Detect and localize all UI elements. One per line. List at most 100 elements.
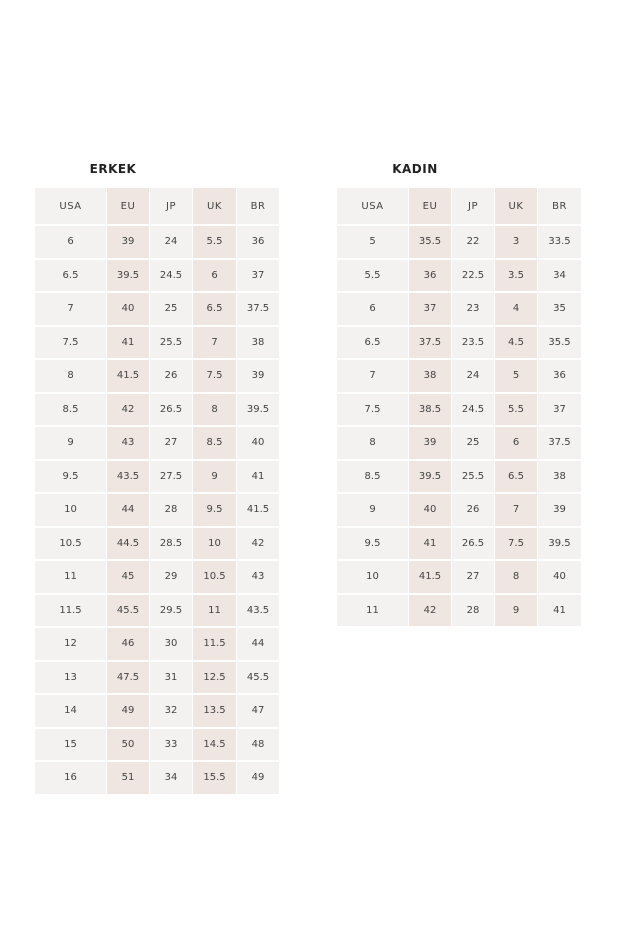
table-row: 10 41.5 27 8 40 xyxy=(337,561,581,593)
size-cell-uk: 8.5 xyxy=(193,427,236,459)
men-size-table: USA EU JP UK BR 6 39 24 5.5 36 6.5 39.5 24.5 6 37 7 40 25… xyxy=(34,186,280,796)
size-cell-uk: 12.5 xyxy=(193,661,236,693)
size-cell-uk: 6.5 xyxy=(495,460,537,492)
size-cell-br: 48 xyxy=(237,728,279,760)
header-row: USA EU JP UK BR xyxy=(337,188,581,224)
size-cell-uk: 6.5 xyxy=(193,293,236,325)
size-cell-eu: 37.5 xyxy=(409,326,451,358)
size-cell-br: 34 xyxy=(538,259,581,291)
size-cell-jp: 22 xyxy=(452,226,494,258)
size-cell-jp: 26 xyxy=(150,360,192,392)
size-cell-uk: 13.5 xyxy=(193,695,236,727)
size-cell-usa: 8 xyxy=(35,360,106,392)
size-cell-uk: 6 xyxy=(193,259,236,291)
size-cell-jp: 27 xyxy=(150,427,192,459)
size-cell-usa: 11.5 xyxy=(35,594,106,626)
table-row: 5 35.5 22 3 33.5 xyxy=(337,226,581,258)
size-cell-usa: 10.5 xyxy=(35,527,106,559)
size-cell-jp: 26.5 xyxy=(452,527,494,559)
size-cell-eu: 40 xyxy=(107,293,149,325)
size-cell-jp: 29 xyxy=(150,561,192,593)
size-cell-br: 40 xyxy=(538,561,581,593)
size-cell-uk: 7 xyxy=(193,326,236,358)
size-cell-eu: 41 xyxy=(409,527,451,559)
column-header-jp: JP xyxy=(150,188,192,224)
size-cell-usa: 6 xyxy=(35,226,106,258)
size-cell-br: 41.5 xyxy=(237,494,279,526)
size-cell-br: 33.5 xyxy=(538,226,581,258)
size-cell-br: 43 xyxy=(237,561,279,593)
size-cell-jp: 26 xyxy=(452,494,494,526)
size-cell-jp: 24 xyxy=(452,360,494,392)
size-cell-uk: 7 xyxy=(495,494,537,526)
size-cell-usa: 6.5 xyxy=(337,326,408,358)
table-row: 5.5 36 22.5 3.5 34 xyxy=(337,259,581,291)
size-cell-eu: 44 xyxy=(107,494,149,526)
table-row: 7 40 25 6.5 37.5 xyxy=(35,293,279,325)
size-cell-uk: 3 xyxy=(495,226,537,258)
size-cell-eu: 47.5 xyxy=(107,661,149,693)
size-cell-usa: 9 xyxy=(337,494,408,526)
size-cell-br: 38 xyxy=(237,326,279,358)
column-header-usa: USA xyxy=(337,188,408,224)
size-cell-jp: 29.5 xyxy=(150,594,192,626)
size-cell-jp: 25 xyxy=(150,293,192,325)
women-title: KADIN xyxy=(392,162,438,176)
size-cell-uk: 8 xyxy=(193,393,236,425)
size-cell-jp: 30 xyxy=(150,628,192,660)
size-cell-jp: 31 xyxy=(150,661,192,693)
size-cell-eu: 39 xyxy=(409,427,451,459)
size-cell-jp: 25 xyxy=(452,427,494,459)
size-cell-jp: 27 xyxy=(452,561,494,593)
size-cell-uk: 3.5 xyxy=(495,259,537,291)
size-cell-usa: 16 xyxy=(35,762,106,794)
size-cell-br: 47 xyxy=(237,695,279,727)
table-row: 8.5 42 26.5 8 39.5 xyxy=(35,393,279,425)
size-cell-eu: 46 xyxy=(107,628,149,660)
table-row: 9 43 27 8.5 40 xyxy=(35,427,279,459)
size-cell-jp: 26.5 xyxy=(150,393,192,425)
size-cell-eu: 49 xyxy=(107,695,149,727)
size-cell-usa: 5 xyxy=(337,226,408,258)
size-cell-usa: 5.5 xyxy=(337,259,408,291)
size-cell-usa: 9.5 xyxy=(35,460,106,492)
size-cell-uk: 9 xyxy=(495,594,537,626)
column-header-uk: UK xyxy=(495,188,537,224)
size-cell-jp: 27.5 xyxy=(150,460,192,492)
size-cell-br: 36 xyxy=(538,360,581,392)
size-cell-uk: 9 xyxy=(193,460,236,492)
size-cell-uk: 5 xyxy=(495,360,537,392)
table-row: 10 44 28 9.5 41.5 xyxy=(35,494,279,526)
table-row: 7.5 41 25.5 7 38 xyxy=(35,326,279,358)
size-cell-br: 42 xyxy=(237,527,279,559)
size-cell-jp: 24.5 xyxy=(150,259,192,291)
size-cell-jp: 23 xyxy=(452,293,494,325)
size-cell-jp: 28.5 xyxy=(150,527,192,559)
table-row: 13 47.5 31 12.5 45.5 xyxy=(35,661,279,693)
size-cell-br: 39.5 xyxy=(538,527,581,559)
size-cell-uk: 4 xyxy=(495,293,537,325)
size-cell-usa: 9 xyxy=(35,427,106,459)
women-size-table: USA EU JP UK BR 5 35.5 22 3 33.5 5.5 36 22.5 3.5 34 6 37… xyxy=(336,186,582,628)
size-cell-br: 44 xyxy=(237,628,279,660)
size-cell-br: 49 xyxy=(237,762,279,794)
size-cell-usa: 15 xyxy=(35,728,106,760)
size-cell-br: 36 xyxy=(237,226,279,258)
table-row: 11 42 28 9 41 xyxy=(337,594,581,626)
size-cell-usa: 14 xyxy=(35,695,106,727)
size-cell-usa: 7 xyxy=(35,293,106,325)
size-cell-usa: 8 xyxy=(337,427,408,459)
size-cell-eu: 38.5 xyxy=(409,393,451,425)
size-cell-usa: 12 xyxy=(35,628,106,660)
size-cell-jp: 22.5 xyxy=(452,259,494,291)
table-row: 11.5 45.5 29.5 11 43.5 xyxy=(35,594,279,626)
size-cell-eu: 43 xyxy=(107,427,149,459)
header-row: USA EU JP UK BR xyxy=(35,188,279,224)
size-cell-uk: 5.5 xyxy=(495,393,537,425)
column-header-br: BR xyxy=(538,188,581,224)
size-cell-eu: 39.5 xyxy=(409,460,451,492)
table-row: 6.5 37.5 23.5 4.5 35.5 xyxy=(337,326,581,358)
size-cell-usa: 8.5 xyxy=(35,393,106,425)
size-cell-br: 40 xyxy=(237,427,279,459)
table-row: 11 45 29 10.5 43 xyxy=(35,561,279,593)
